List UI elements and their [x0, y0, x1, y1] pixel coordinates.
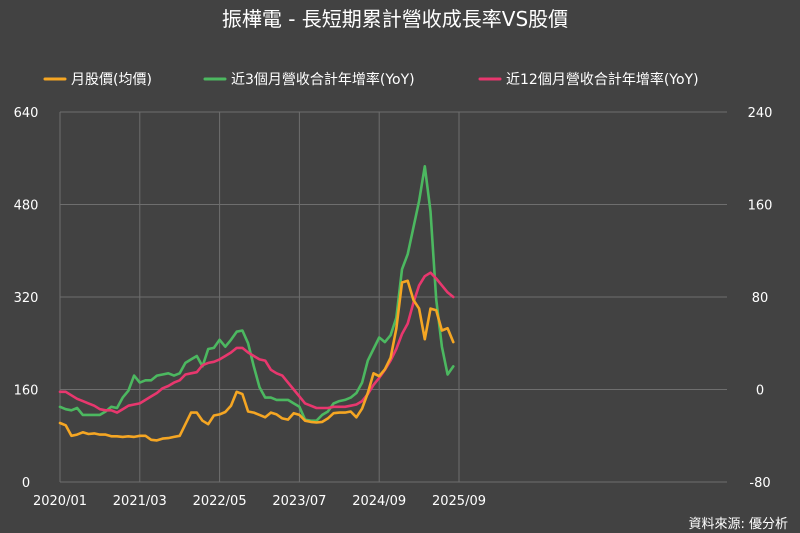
legend-label: 月股價(均價)	[71, 71, 152, 88]
left-tick-label: 480	[14, 199, 39, 214]
right-tick-label: 240	[748, 106, 773, 121]
source-note: 資料來源: 優分析	[688, 517, 788, 532]
legend-label: 近3個月營收合計年增率(YoY)	[231, 71, 415, 88]
x-tick-label: 2021/03	[113, 494, 167, 509]
right-tick-label: 160	[748, 199, 773, 214]
right-axis-ticks: -80 0 80 160 240	[748, 106, 773, 491]
chart-title: 振樺電 - 長短期累計營收成長率VS股價	[222, 7, 568, 31]
x-axis-ticks: 2020/01 2021/03 2022/05 2023/07 2024/09 2025/…	[33, 494, 486, 509]
left-tick-label: 640	[14, 106, 39, 121]
right-tick-label: 80	[752, 291, 769, 306]
legend: 月股價(均價) 近3個月營收合計年增率(YoY) 近12個月營收合計年增率(YoY)	[43, 71, 699, 88]
left-tick-label: 320	[14, 291, 39, 306]
x-tick-label: 2023/07	[272, 494, 326, 509]
series-layer	[58, 165, 455, 442]
left-axis-ticks: 0 160 320 480 640	[14, 106, 39, 491]
x-tick-label: 2022/05	[193, 494, 247, 509]
left-tick-label: 160	[14, 384, 39, 399]
series-line-1	[58, 165, 455, 423]
horizontal-gridlines	[60, 111, 727, 483]
x-tick-label: 2024/09	[352, 494, 406, 509]
right-tick-label: -80	[749, 476, 770, 491]
left-tick-label: 0	[22, 476, 30, 491]
legend-label: 近12個月營收合計年增率(YoY)	[506, 71, 699, 88]
series-line-0	[58, 279, 455, 442]
x-tick-label: 2025/09	[432, 494, 486, 509]
right-tick-label: 0	[756, 384, 764, 399]
x-tick-label: 2020/01	[33, 494, 87, 509]
